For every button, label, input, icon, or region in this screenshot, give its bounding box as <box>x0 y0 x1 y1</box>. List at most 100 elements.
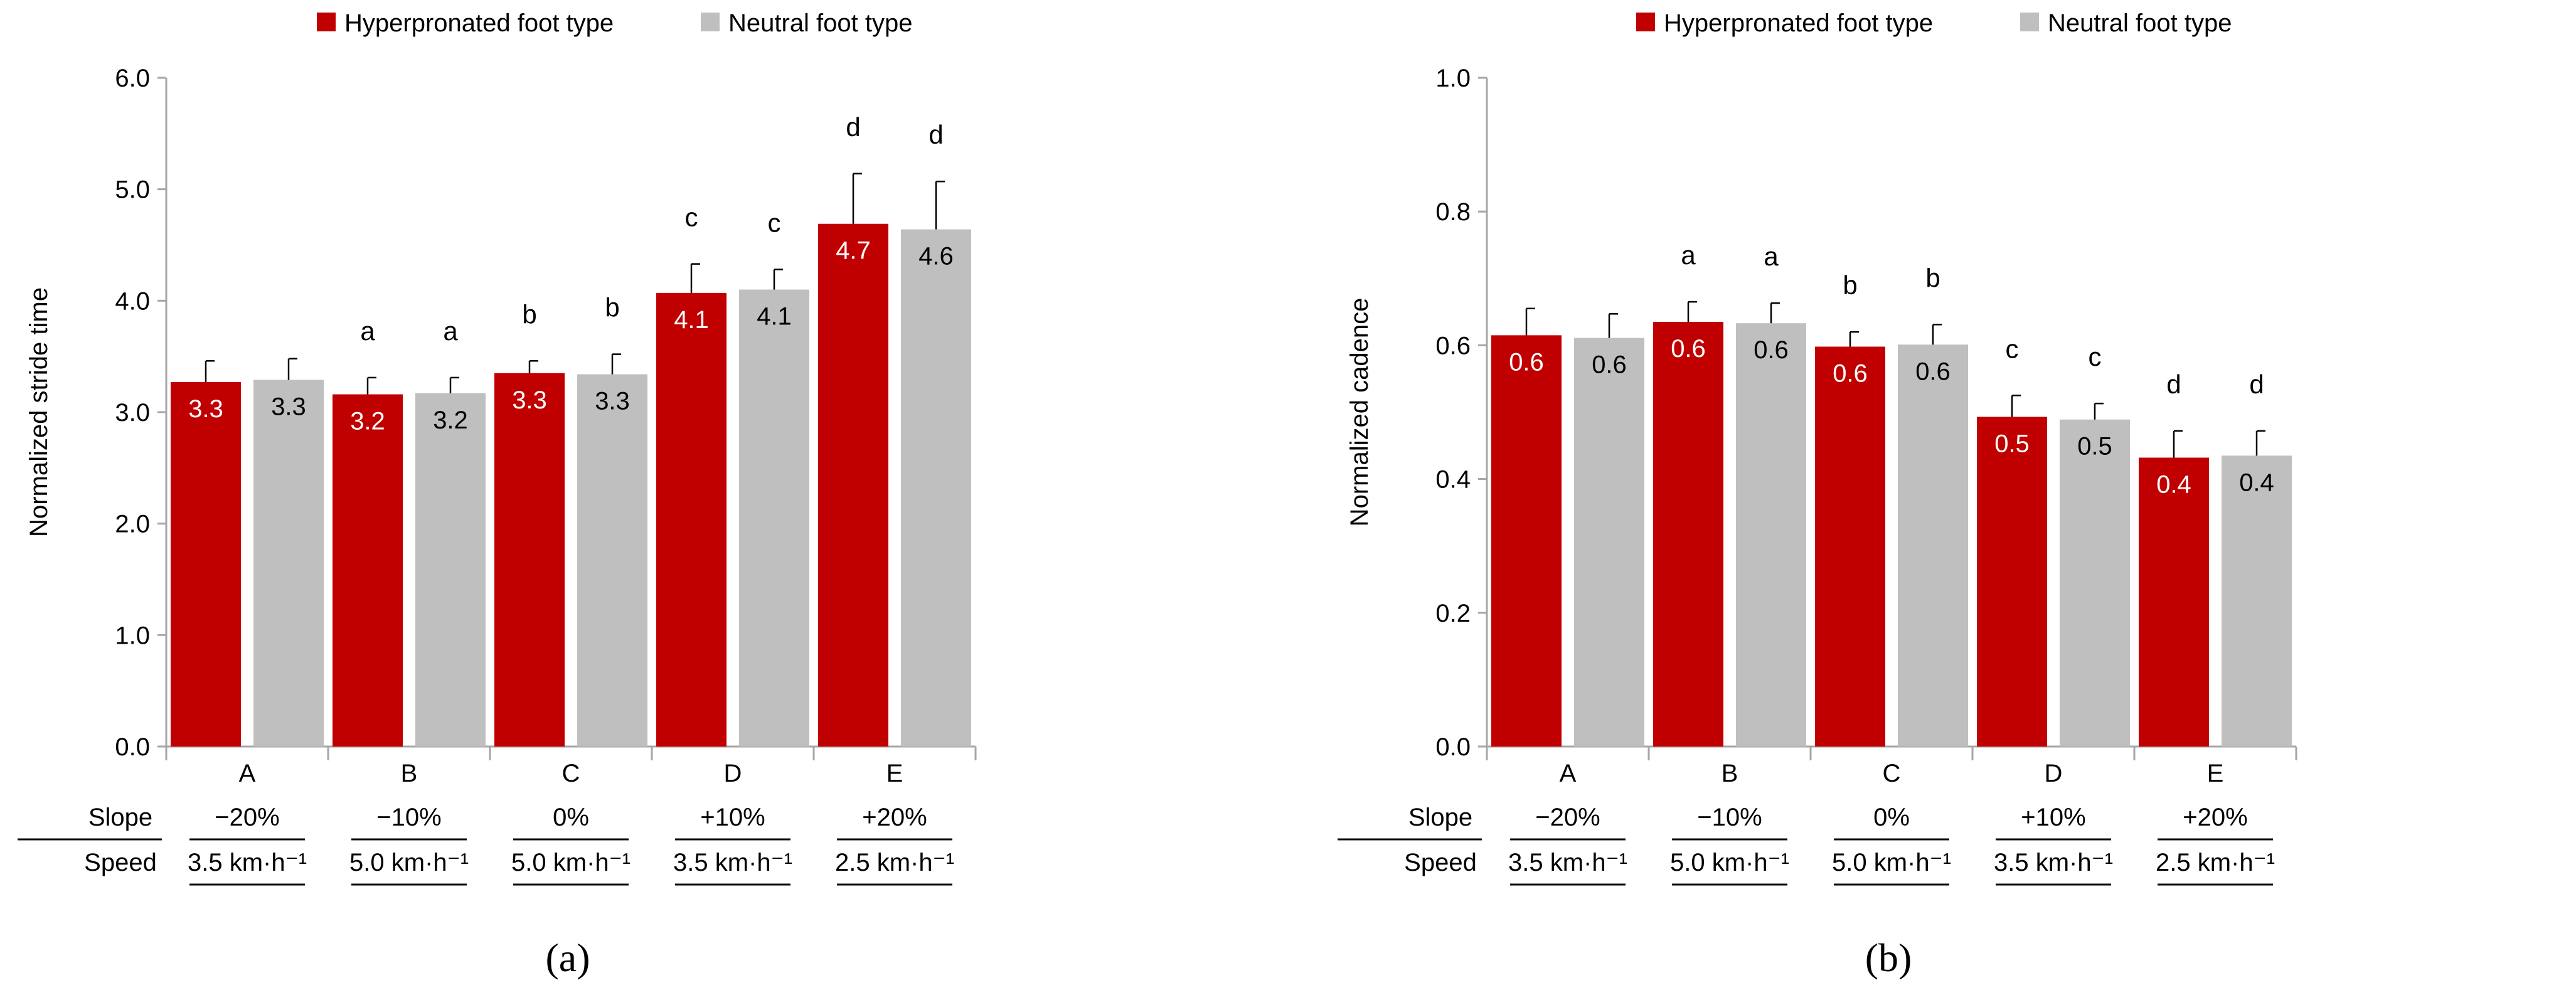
y-tick-label: 6.0 <box>115 65 150 92</box>
y-tick-label: 0.2 <box>1435 600 1471 627</box>
significance-letter-neutral-E: d <box>2249 370 2264 399</box>
bar-hyperpronated-D <box>656 292 726 747</box>
data-label-neutral-D: 0.5 <box>2077 433 2112 460</box>
bar-neutral-B <box>415 393 486 747</box>
significance-letter-hyperpronated-B: a <box>360 316 375 346</box>
x-tick-label: A <box>239 760 256 787</box>
bar-neutral-B <box>1736 323 1806 747</box>
x-tick-label: C <box>562 760 580 787</box>
legend: Hyperpronated foot type Neutral foot type <box>317 9 913 37</box>
condition-speed: 3.5 km·h⁻¹ <box>1994 849 2113 876</box>
y-tick-label: 1.0 <box>1435 65 1471 92</box>
y-tick-label: 1.0 <box>115 622 150 649</box>
significance-letter-neutral-D: c <box>768 208 781 238</box>
bar-neutral-A <box>1574 338 1644 747</box>
x-tick-label: D <box>724 760 742 787</box>
significance-letter-hyperpronated-D: c <box>685 203 698 232</box>
bar-neutral-A <box>253 380 324 747</box>
data-label-neutral-A: 0.6 <box>1592 351 1627 379</box>
condition-speed: 3.5 km·h⁻¹ <box>1508 849 1627 876</box>
data-label-neutral-E: 0.4 <box>2239 469 2274 496</box>
significance-letter-hyperpronated-E: d <box>846 112 860 142</box>
row-label-slope: Slope <box>88 804 152 831</box>
data-label-hyperpronated-E: 4.7 <box>836 237 871 265</box>
condition-speed: 2.5 km·h⁻¹ <box>2156 849 2275 876</box>
bar-neutral-D <box>739 289 809 747</box>
bar-hyperpronated-D <box>1977 417 2047 747</box>
condition-slope: +10% <box>2021 804 2085 831</box>
x-tick-label: E <box>2207 760 2224 787</box>
bar-neutral-E <box>2222 455 2292 747</box>
data-label-neutral-B: 3.2 <box>433 407 468 434</box>
data-label-hyperpronated-A: 3.3 <box>188 395 223 423</box>
x-tick-label: B <box>1722 760 1738 787</box>
y-tick-label: 0.0 <box>1435 733 1471 761</box>
condition-speed: 3.5 km·h⁻¹ <box>673 849 792 876</box>
significance-letter-neutral-B: a <box>1764 242 1779 271</box>
condition-slope: 0% <box>1873 804 1910 831</box>
data-label-neutral-E: 4.6 <box>918 243 954 270</box>
bar-hyperpronated-C <box>1815 346 1885 747</box>
condition-speed: 5.0 km·h⁻¹ <box>1832 849 1951 876</box>
data-label-hyperpronated-A: 0.6 <box>1509 348 1544 376</box>
panel-label: (b) <box>1865 935 1912 980</box>
data-label-neutral-D: 4.1 <box>757 303 792 331</box>
legend-swatch-hyperpronated <box>317 13 336 31</box>
row-label-speed: Speed <box>1404 849 1477 876</box>
significance-letter-hyperpronated-D: c <box>2006 334 2019 363</box>
y-tick-label: 0.6 <box>1435 332 1471 359</box>
y-tick-label: 0.0 <box>115 733 150 761</box>
legend-label-neutral: Neutral foot type <box>728 9 913 37</box>
condition-slope: +20% <box>2183 804 2247 831</box>
chart-panel-b: 0.0 0.2 0.4 0.6 0.8 1.0 Normalized cadence Hype… <box>1338 9 2297 980</box>
condition-slope: +10% <box>700 804 765 831</box>
data-label-hyperpronated-B: 0.6 <box>1671 335 1706 363</box>
legend: Hyperpronated foot type Neutral foot type <box>1636 9 2232 37</box>
significance-letter-hyperpronated-B: a <box>1681 240 1696 270</box>
condition-speed: 3.5 km·h⁻¹ <box>188 849 307 876</box>
legend-label-hyperpronated: Hyperpronated foot type <box>1664 9 1933 37</box>
data-label-neutral-C: 3.3 <box>595 388 630 415</box>
x-tick-label: C <box>1883 760 1901 787</box>
significance-letter-neutral-D: c <box>2089 342 2102 371</box>
x-tick-label: A <box>1560 760 1577 787</box>
bar-hyperpronated-A <box>1491 335 1562 747</box>
data-label-hyperpronated-B: 3.2 <box>350 408 385 435</box>
significance-letter-neutral-B: a <box>443 316 458 346</box>
bar-hyperpronated-B <box>1653 322 1723 747</box>
significance-letter-neutral-C: b <box>1925 263 1940 292</box>
y-tick-label: 0.4 <box>1435 466 1471 494</box>
y-tick-label: 2.0 <box>115 511 150 538</box>
condition-slope: +20% <box>862 804 927 831</box>
legend-label-hyperpronated: Hyperpronated foot type <box>344 9 614 37</box>
panel-label: (a) <box>545 935 590 980</box>
data-label-neutral-B: 0.6 <box>1754 336 1789 364</box>
condition-speed: 5.0 km·h⁻¹ <box>1670 849 1789 876</box>
significance-letter-neutral-E: d <box>929 120 943 149</box>
y-tick-label: 0.8 <box>1435 198 1471 226</box>
y-tick-label: 5.0 <box>115 176 150 204</box>
bar-hyperpronated-B <box>333 394 403 747</box>
bar-neutral-D <box>2060 419 2130 747</box>
x-tick-label: B <box>401 760 418 787</box>
data-label-hyperpronated-C: 3.3 <box>512 386 547 414</box>
data-label-hyperpronated-D: 0.5 <box>1994 430 2030 457</box>
legend-label-neutral: Neutral foot type <box>2048 9 2232 37</box>
legend-swatch-neutral <box>701 13 720 31</box>
significance-letter-hyperpronated-E: d <box>2166 370 2181 399</box>
x-tick-label: E <box>886 760 903 787</box>
y-tick-label: 4.0 <box>115 287 150 315</box>
condition-speed: 5.0 km·h⁻¹ <box>511 849 631 876</box>
significance-letter-neutral-C: b <box>605 293 619 322</box>
bar-neutral-C <box>577 374 647 747</box>
row-label-slope: Slope <box>1408 804 1472 831</box>
significance-letter-hyperpronated-C: b <box>1843 270 1857 300</box>
significance-letter-hyperpronated-C: b <box>522 299 536 329</box>
condition-slope: −10% <box>1697 804 1762 831</box>
x-tick-label: D <box>2045 760 2063 787</box>
bar-hyperpronated-E <box>2139 457 2209 747</box>
condition-speed: 2.5 km·h⁻¹ <box>835 849 954 876</box>
data-label-neutral-A: 3.3 <box>271 393 306 420</box>
